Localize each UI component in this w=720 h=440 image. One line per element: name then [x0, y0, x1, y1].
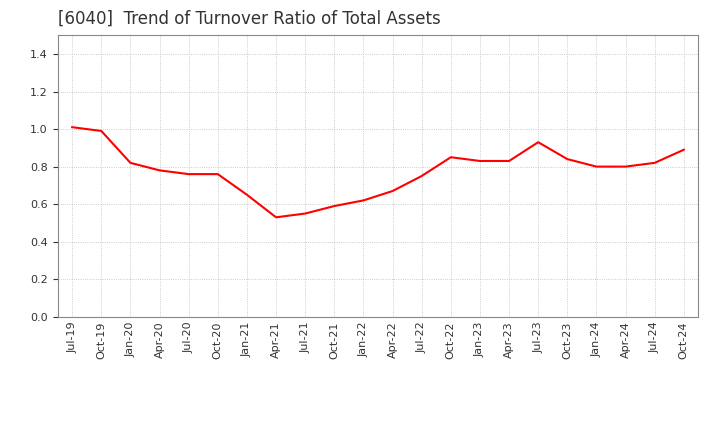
Text: [6040]  Trend of Turnover Ratio of Total Assets: [6040] Trend of Turnover Ratio of Total …	[58, 10, 441, 28]
